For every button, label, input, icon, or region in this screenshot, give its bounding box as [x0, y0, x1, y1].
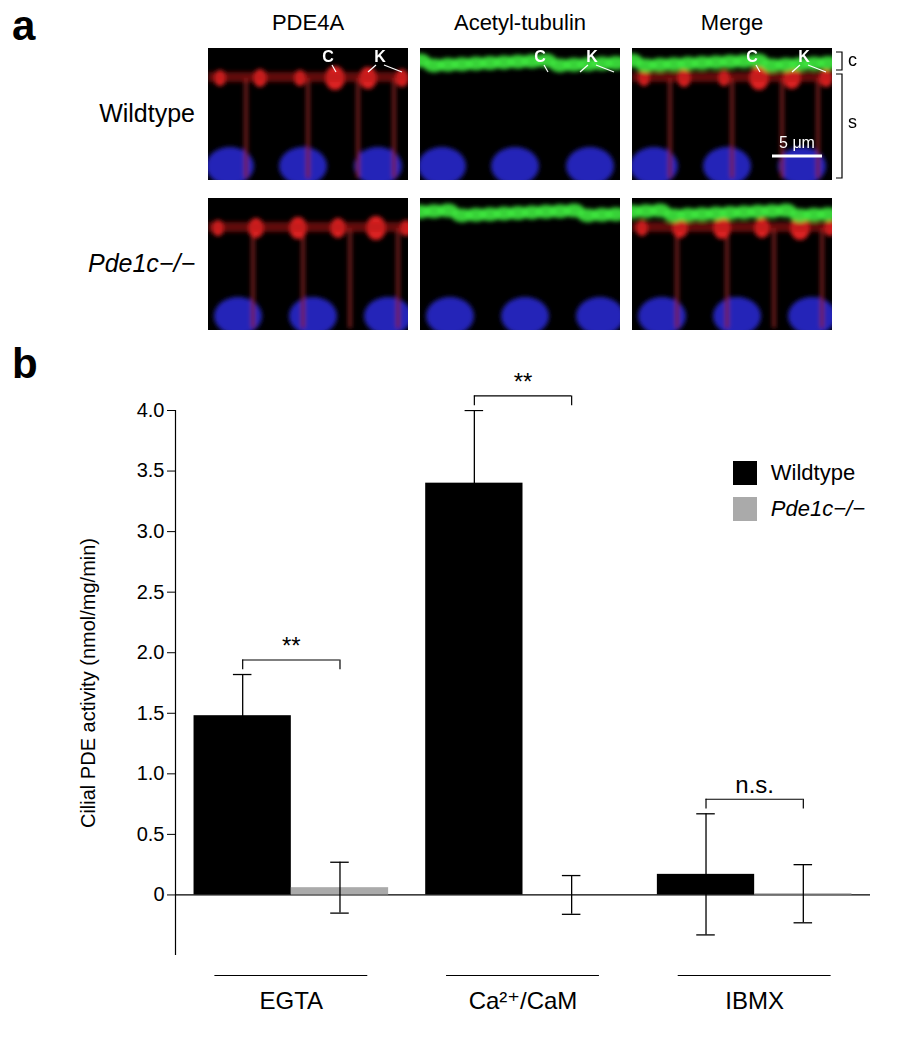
svg-text:a: a — [12, 2, 36, 49]
svg-text:Merge: Merge — [701, 10, 763, 35]
svg-text:0.5: 0.5 — [137, 823, 165, 845]
svg-text:2.0: 2.0 — [137, 641, 165, 663]
svg-text:K: K — [586, 48, 598, 65]
html-text:b: b — [12, 340, 38, 387]
svg-text:PDE4A: PDE4A — [272, 10, 344, 35]
svg-text:**: ** — [514, 368, 533, 395]
svg-text:C: C — [746, 48, 758, 65]
svg-text:n.s.: n.s. — [735, 771, 774, 798]
svg-text:0: 0 — [153, 883, 164, 905]
svg-text:K: K — [798, 48, 810, 65]
svg-text:1.0: 1.0 — [137, 762, 165, 784]
html-text:Pde1c−/−: Pde1c−/− — [770, 496, 865, 521]
svg-text:1.5: 1.5 — [137, 702, 165, 724]
svg-text:3.0: 3.0 — [137, 520, 165, 542]
svg-text:Wildtype: Wildtype — [99, 99, 195, 127]
svg-text:C: C — [534, 48, 546, 65]
svg-text:Ca²⁺/CaM: Ca²⁺/CaM — [469, 987, 578, 1014]
svg-text:2.5: 2.5 — [137, 581, 165, 603]
svg-text:5 μm: 5 μm — [779, 134, 815, 151]
svg-text:Acetyl-tubulin: Acetyl-tubulin — [454, 10, 586, 35]
svg-text:s: s — [848, 112, 857, 132]
svg-text:Cilial PDE activity (nmol/mg/m: Cilial PDE activity (nmol/mg/min) — [77, 538, 99, 828]
svg-text:c: c — [848, 50, 857, 70]
html-text:Wildtype: Wildtype — [770, 460, 856, 485]
svg-text:4.0: 4.0 — [137, 399, 165, 421]
svg-text:Pde1c−/−: Pde1c−/− — [88, 249, 195, 277]
svg-text:C: C — [322, 48, 334, 65]
svg-text:**: ** — [282, 632, 301, 659]
svg-text:IBMX: IBMX — [725, 987, 784, 1014]
svg-text:EGTA: EGTA — [260, 987, 324, 1014]
svg-text:K: K — [374, 48, 386, 65]
svg-text:3.5: 3.5 — [137, 459, 165, 481]
